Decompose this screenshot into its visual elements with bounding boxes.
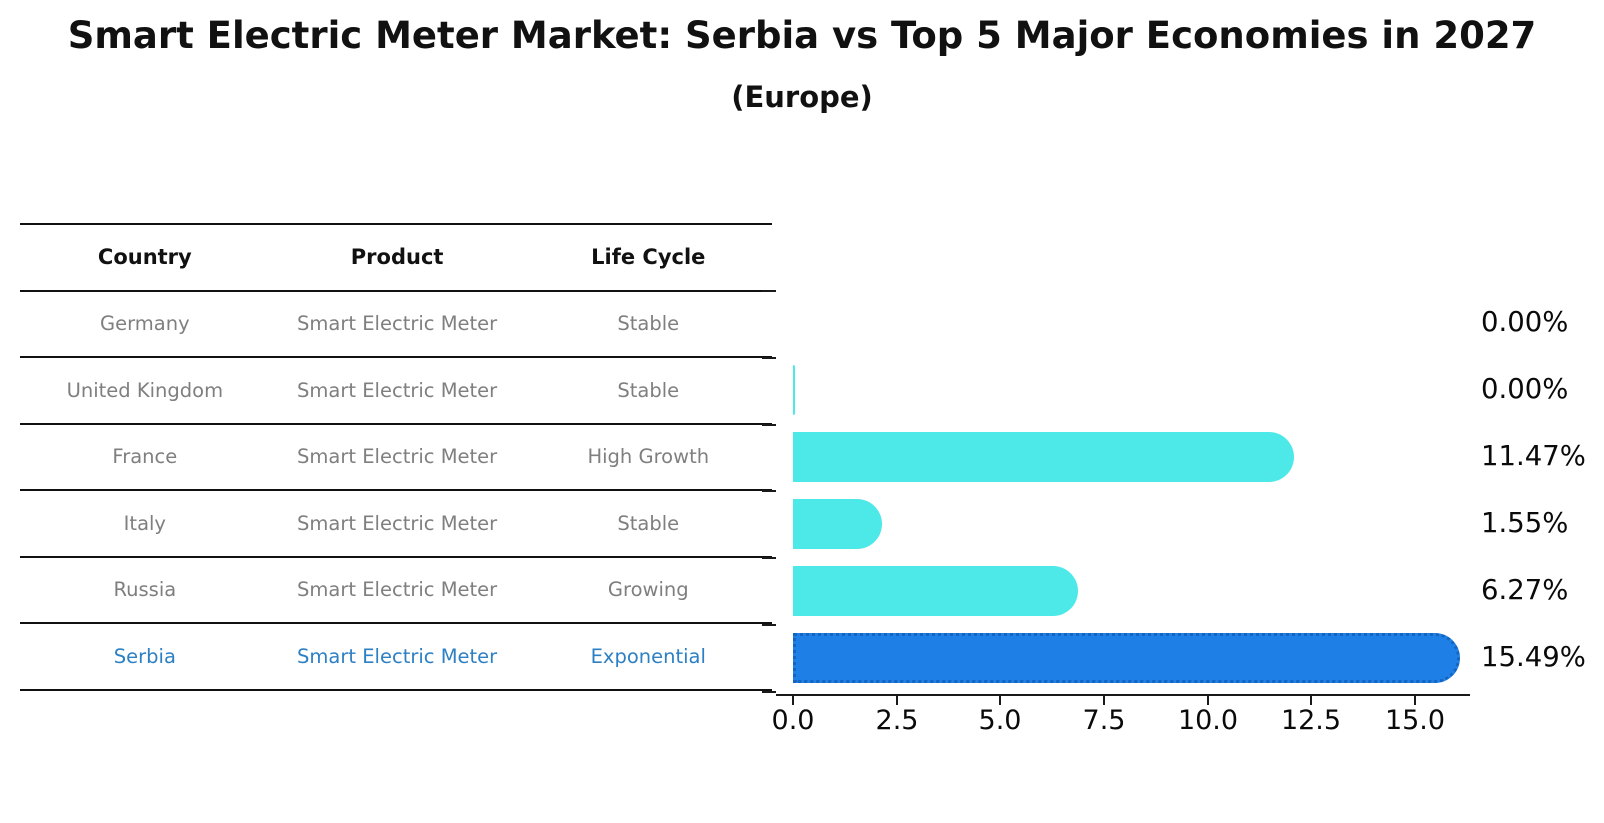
table-row-italy: Italy Smart Electric Meter Stable (20, 491, 772, 558)
product-cell: Smart Electric Meter (297, 378, 498, 402)
page-subtitle: (Europe) (731, 80, 873, 114)
value-label-germany: 0.00% (1481, 306, 1569, 338)
x-tick-label: 5.0 (978, 705, 1022, 736)
product-cell: Smart Electric Meter (297, 445, 498, 469)
table-row-united-kingdom: United Kingdom Smart Electric Meter Stab… (20, 358, 772, 425)
value-label-russia: 6.27% (1481, 574, 1569, 606)
x-tick-label: 10.0 (1177, 705, 1239, 736)
table-row-france: France Smart Electric Meter High Growth (20, 425, 772, 491)
life-cycle-cell: Stable (617, 378, 680, 402)
page-title: Smart Electric Meter Market: Serbia vs T… (67, 14, 1537, 57)
country-cell: United Kingdom (66, 378, 224, 402)
product-cell: Smart Electric Meter (297, 644, 498, 668)
col-header-product: Product (350, 245, 444, 270)
country-cell: Serbia (113, 644, 176, 668)
bar-italy (793, 499, 882, 549)
x-tick-label: 15.0 (1384, 705, 1446, 736)
y-axis-tick (762, 424, 776, 426)
bar-russia (793, 566, 1078, 616)
life-cycle-cell: Stable (617, 511, 680, 535)
table-row-russia: Russia Smart Electric Meter Growing (20, 558, 772, 624)
country-cell: France (112, 445, 178, 469)
country-cell: Italy (123, 511, 166, 535)
y-axis-tick (762, 290, 776, 292)
value-label-united-kingdom: 0.00% (1481, 373, 1569, 405)
y-axis-tick (762, 490, 776, 492)
x-tick-label: 2.5 (875, 705, 919, 736)
value-label-france: 11.47% (1481, 440, 1586, 472)
country-table: Country Product Life Cycle Germany Smart… (20, 223, 772, 691)
product-cell: Smart Electric Meter (297, 578, 498, 602)
x-axis-tick (1207, 696, 1209, 705)
value-label-serbia: 15.49% (1481, 641, 1586, 673)
x-axis-tick (1414, 696, 1416, 705)
bar-serbia (793, 633, 1460, 683)
x-axis-tick (999, 696, 1001, 705)
y-axis-tick (762, 357, 776, 359)
x-tick-label: 12.5 (1280, 705, 1342, 736)
country-cell: Germany (100, 312, 190, 336)
table-row-serbia: Serbia Smart Electric Meter Exponential (20, 624, 772, 689)
x-tick-label: 0.0 (771, 705, 815, 736)
y-axis-tick (762, 691, 776, 693)
bar-france (793, 432, 1294, 482)
product-cell: Smart Electric Meter (297, 312, 498, 336)
table-row-germany: Germany Smart Electric Meter Stable (20, 292, 772, 358)
product-cell: Smart Electric Meter (297, 511, 498, 535)
life-cycle-cell: High Growth (587, 445, 710, 469)
y-axis-tick (762, 557, 776, 559)
table-header-row: Country Product Life Cycle (20, 225, 772, 292)
country-cell: Russia (113, 578, 177, 602)
bar-united-kingdom (793, 365, 795, 415)
x-tick-label: 7.5 (1082, 705, 1126, 736)
y-axis-tick (762, 624, 776, 626)
life-cycle-cell: Stable (617, 312, 680, 336)
value-label-italy: 1.55% (1481, 507, 1569, 539)
life-cycle-cell: Growing (607, 578, 689, 602)
x-axis-tick (1103, 696, 1105, 705)
col-header-life-cycle: Life Cycle (591, 245, 706, 270)
x-axis-tick (896, 696, 898, 705)
x-axis-tick (1310, 696, 1312, 705)
col-header-country: Country (97, 245, 192, 270)
life-cycle-cell: Exponential (590, 644, 706, 668)
x-axis-tick (792, 696, 794, 705)
x-axis-line (776, 694, 1470, 696)
